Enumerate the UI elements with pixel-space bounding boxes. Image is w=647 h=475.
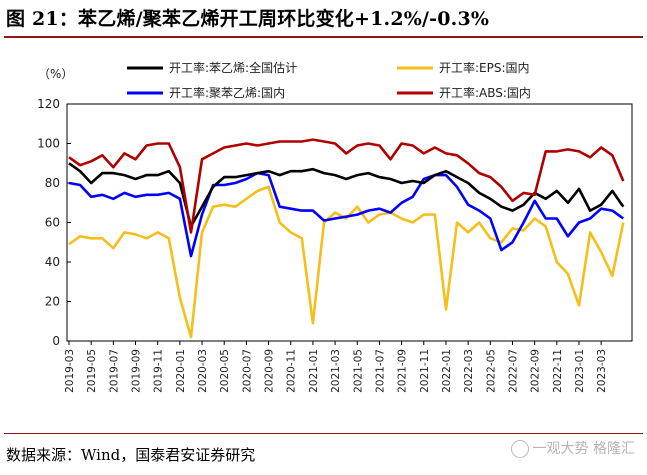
- plot-border: [66, 103, 633, 342]
- x-tick-label: 2021-11: [419, 349, 431, 393]
- x-tick-label: 2022-05: [485, 349, 497, 393]
- y-tick-label: 20: [45, 295, 60, 309]
- x-tick-label: 2020-03: [197, 349, 209, 393]
- x-tick-label: 2022-09: [530, 349, 542, 393]
- source-note: 数据来源：Wind，国泰君安证券研究: [6, 446, 256, 464]
- series-line: [68, 138, 625, 234]
- legend-label: 开工率:ABS:国内: [439, 85, 531, 100]
- x-tick-label: 2022-03: [463, 349, 475, 393]
- x-tick-label: 2020-11: [286, 349, 298, 393]
- x-tick-label: 2019-09: [131, 349, 143, 393]
- series-lines: [68, 138, 625, 339]
- x-tick-label: 2021-09: [397, 349, 409, 393]
- watermark: 一观大势 格隆汇: [510, 438, 635, 458]
- y-axis-label: （%）: [38, 67, 73, 81]
- watermark-logo-icon: [510, 440, 529, 458]
- y-tick-label: 60: [45, 216, 60, 230]
- y-axis: 0 20 40 60 80 100 120: [37, 97, 71, 348]
- source-rule: [4, 433, 643, 434]
- x-tick-label: 2020-07: [241, 349, 253, 393]
- x-tick-label: 2021-03: [330, 349, 342, 393]
- x-tick-label: 2022-07: [507, 349, 519, 393]
- series-line: [68, 171, 625, 258]
- x-tick-label: 2023-01: [574, 349, 586, 393]
- x-tick-label: 2020-01: [175, 349, 187, 393]
- x-tick-label: 2022-01: [441, 349, 453, 393]
- legend-label: 开工率:EPS:国内: [439, 60, 530, 75]
- x-tick-label: 2019-05: [86, 349, 98, 393]
- x-tick-label: 2021-05: [352, 349, 364, 393]
- y-tick-label: 100: [37, 137, 60, 151]
- y-tick-label: 0: [52, 334, 60, 348]
- x-tick-label: 2021-01: [308, 349, 320, 393]
- legend-label: 开工率:聚苯乙烯:国内: [169, 85, 285, 100]
- y-tick-label: 120: [37, 97, 60, 111]
- x-tick-label: 2019-07: [108, 349, 120, 393]
- x-tick-label: 2020-05: [219, 349, 231, 393]
- x-tick-label: 2019-11: [153, 349, 165, 393]
- series-line: [68, 162, 625, 228]
- x-tick-label: 2020-09: [264, 349, 276, 393]
- plot-frame: [66, 103, 633, 342]
- x-tick-label: 2022-11: [552, 349, 564, 393]
- figure-title: 图 21：苯乙烯/聚苯乙烯开工周环比变化+1.2%/-0.3%: [6, 8, 490, 30]
- x-tick-label: 2019-03: [64, 349, 76, 393]
- legend-label: 开工率:苯乙烯:全国估计: [169, 60, 297, 75]
- x-axis: 2019-03 2019-05 2019-07 2019-09 2019-11 2020-…: [64, 341, 608, 393]
- title-rule: [4, 36, 643, 38]
- watermark-text: 一观大势 格隆汇: [532, 441, 635, 457]
- x-tick-label: 2023-03: [596, 349, 608, 393]
- series-line: [68, 185, 625, 339]
- y-tick-label: 80: [45, 176, 60, 190]
- x-tick-label: 2021-07: [374, 349, 386, 393]
- y-tick-label: 40: [45, 255, 60, 269]
